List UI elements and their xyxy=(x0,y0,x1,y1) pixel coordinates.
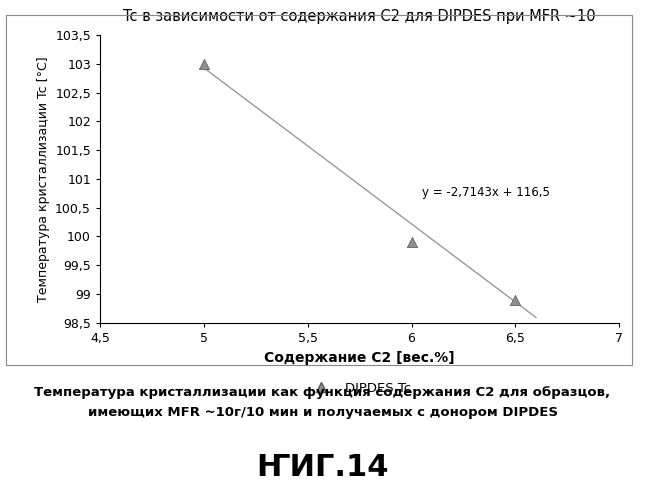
Point xyxy=(199,60,209,68)
Point xyxy=(510,296,521,304)
X-axis label: Содержание C2 [вес.%]: Содержание C2 [вес.%] xyxy=(264,352,455,366)
Point xyxy=(406,238,417,246)
Text: имеющих MFR ~10г/10 мин и получаемых с донором DIPDES: имеющих MFR ~10г/10 мин и получаемых с д… xyxy=(88,406,557,419)
Text: y = -2,7143x + 116,5: y = -2,7143x + 116,5 xyxy=(422,186,550,199)
Text: Температура кристаллизации как функция содержания C2 для образцов,: Температура кристаллизации как функция с… xyxy=(34,386,611,399)
Y-axis label: Температура кристаллизации Tc [°C]: Температура кристаллизации Tc [°C] xyxy=(37,56,50,302)
Legend: DIPDES Tc: DIPDES Tc xyxy=(303,376,417,400)
Text: ҤИГ.14: ҤИГ.14 xyxy=(256,453,389,482)
Title: Tc в зависимости от содержания C2 для DIPDES при MFR ~10: Tc в зависимости от содержания C2 для DI… xyxy=(123,9,596,24)
